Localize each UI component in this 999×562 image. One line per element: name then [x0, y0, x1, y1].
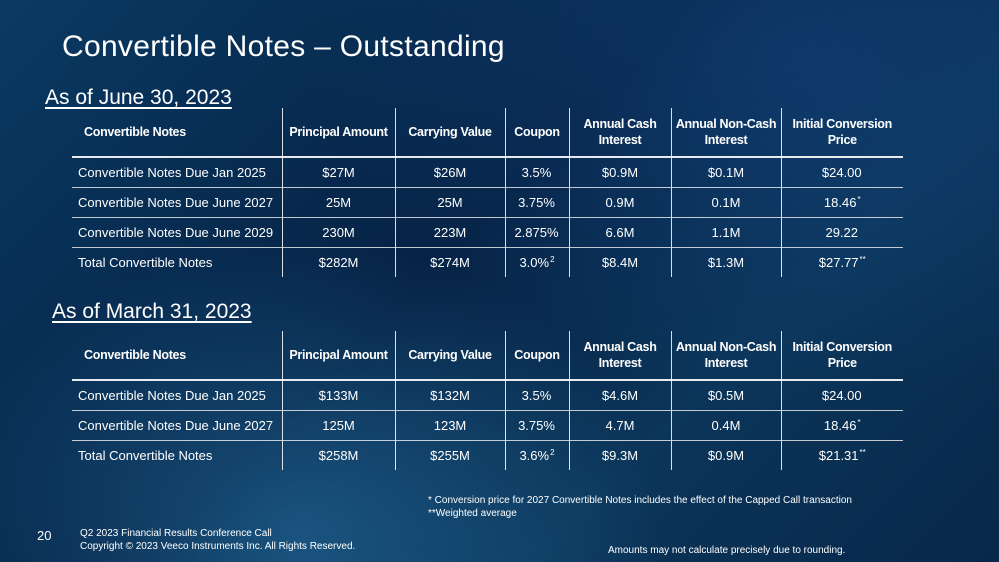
- cell-conversion-price: $24.00: [780, 157, 903, 188]
- cell-coupon: 3.75%: [504, 187, 569, 218]
- cell-conversion-price: 18.46*: [780, 187, 903, 218]
- cell-coupon: 3.5%: [504, 157, 569, 188]
- footnotes: * Conversion price for 2027 Convertible …: [428, 494, 852, 520]
- rounding-note: Amounts may not calculate precisely due …: [608, 545, 846, 556]
- footnote-marker: 2: [550, 448, 555, 457]
- cell-cash-interest: $8.4M: [568, 247, 671, 277]
- cell-cash-interest: $9.3M: [568, 440, 671, 470]
- table-row: Total Convertible Notes $258M $255M 3.6%2 $9…: [72, 440, 903, 470]
- cell-noncash-interest: $0.5M: [670, 380, 781, 411]
- cell-principal: $258M: [281, 440, 395, 470]
- cell-noncash-interest: 0.1M: [670, 187, 781, 218]
- col-header-conversion-price: Initial Conversion Price: [780, 331, 903, 380]
- table-row: Convertible Notes Due June 2029 230M 223M 2…: [72, 217, 903, 248]
- cell-principal: 25M: [281, 187, 395, 218]
- cell-noncash-interest: $1.3M: [670, 247, 781, 277]
- col-header-principal: Principal Amount: [281, 108, 395, 157]
- col-header-name: Convertible Notes: [84, 125, 186, 139]
- col-header-noncash-interest: Annual Non-Cash Interest: [670, 108, 781, 157]
- cell-note-name: Total Convertible Notes: [78, 448, 213, 463]
- cell-noncash-interest: 1.1M: [670, 217, 781, 248]
- cell-carrying-value: 223M: [394, 217, 505, 248]
- table-header-row: Convertible Notes Principal Amount Carry…: [72, 108, 903, 157]
- footnote-marker: *: [857, 418, 861, 427]
- cell-cash-interest: $4.6M: [568, 380, 671, 411]
- cell-principal: $27M: [281, 157, 395, 188]
- march-section-heading: As of March 31, 2023: [52, 300, 252, 323]
- page-number: 20: [37, 528, 52, 543]
- footnote-weighted-average: **Weighted average: [428, 508, 517, 519]
- table-row: Convertible Notes Due June 2027 125M 123M 3…: [72, 410, 903, 441]
- cell-principal: 125M: [281, 410, 395, 441]
- cell-carrying-value: $26M: [394, 157, 505, 188]
- cell-carrying-value: 25M: [394, 187, 505, 218]
- col-header-principal: Principal Amount: [281, 331, 395, 380]
- table-row: Convertible Notes Due Jan 2025 $133M $132M…: [72, 380, 903, 411]
- cell-carrying-value: $274M: [394, 247, 505, 277]
- cell-note-name: Convertible Notes Due Jan 2025: [78, 165, 266, 180]
- col-header-carrying: Carrying Value: [394, 331, 505, 380]
- cell-coupon: 3.6%2: [504, 440, 569, 470]
- col-header-cash-interest: Annual Cash Interest: [568, 331, 671, 380]
- march-notes-table: Convertible Notes Principal Amount Carry…: [72, 331, 903, 470]
- col-header-name: Convertible Notes: [84, 348, 186, 362]
- cell-principal: $133M: [281, 380, 395, 411]
- footnote-marker: *: [857, 195, 861, 204]
- cell-note-name: Convertible Notes Due June 2027: [78, 418, 274, 433]
- cell-carrying-value: $255M: [394, 440, 505, 470]
- footer-copyright: Copyright © 2023 Veeco Instruments Inc. …: [80, 541, 356, 552]
- footnote-capped-call: * Conversion price for 2027 Convertible …: [428, 495, 852, 506]
- col-header-coupon: Coupon: [504, 331, 569, 380]
- cell-cash-interest: 6.6M: [568, 217, 671, 248]
- cell-conversion-price: $24.00: [780, 380, 903, 411]
- cell-carrying-value: 123M: [394, 410, 505, 441]
- col-header-conversion-price: Initial Conversion Price: [780, 108, 903, 157]
- table-row: Total Convertible Notes $282M $274M 3.0%2 $8…: [72, 247, 903, 277]
- table-row: Convertible Notes Due June 2027 25M 25M 3.7…: [72, 187, 903, 218]
- cell-coupon: 3.5%: [504, 380, 569, 411]
- footnote-marker: **: [859, 448, 866, 457]
- cell-noncash-interest: $0.1M: [670, 157, 781, 188]
- table-header-row: Convertible Notes Principal Amount Carry…: [72, 331, 903, 380]
- cell-conversion-price: $27.77**: [780, 247, 903, 277]
- page-title: Convertible Notes – Outstanding: [62, 30, 505, 63]
- footer-text: Q2 2023 Financial Results Conference Cal…: [80, 527, 355, 553]
- cell-principal: $282M: [281, 247, 395, 277]
- col-header-cash-interest: Annual Cash Interest: [568, 108, 671, 157]
- cell-conversion-price: 29.22: [780, 217, 903, 248]
- cell-cash-interest: 4.7M: [568, 410, 671, 441]
- cell-note-name: Convertible Notes Due June 2027: [78, 195, 274, 210]
- footnote-marker: 2: [550, 255, 555, 264]
- cell-note-name: Convertible Notes Due June 2029: [78, 225, 274, 240]
- cell-cash-interest: $0.9M: [568, 157, 671, 188]
- cell-coupon: 3.0%2: [504, 247, 569, 277]
- cell-noncash-interest: 0.4M: [670, 410, 781, 441]
- col-header-coupon: Coupon: [504, 108, 569, 157]
- cell-noncash-interest: $0.9M: [670, 440, 781, 470]
- cell-principal: 230M: [281, 217, 395, 248]
- cell-note-name: Convertible Notes Due Jan 2025: [78, 388, 266, 403]
- footer-conference-call: Q2 2023 Financial Results Conference Cal…: [80, 528, 272, 539]
- cell-coupon: 2.875%: [504, 217, 569, 248]
- cell-coupon: 3.75%: [504, 410, 569, 441]
- cell-cash-interest: 0.9M: [568, 187, 671, 218]
- cell-conversion-price: $21.31**: [780, 440, 903, 470]
- june-section-heading: As of June 30, 2023: [45, 86, 232, 109]
- cell-conversion-price: 18.46*: [780, 410, 903, 441]
- cell-carrying-value: $132M: [394, 380, 505, 411]
- cell-note-name: Total Convertible Notes: [78, 255, 213, 270]
- footnote-marker: **: [859, 255, 866, 264]
- col-header-noncash-interest: Annual Non-Cash Interest: [670, 331, 781, 380]
- col-header-carrying: Carrying Value: [394, 108, 505, 157]
- june-notes-table: Convertible Notes Principal Amount Carry…: [72, 108, 903, 277]
- table-row: Convertible Notes Due Jan 2025 $27M $26M 3.…: [72, 157, 903, 188]
